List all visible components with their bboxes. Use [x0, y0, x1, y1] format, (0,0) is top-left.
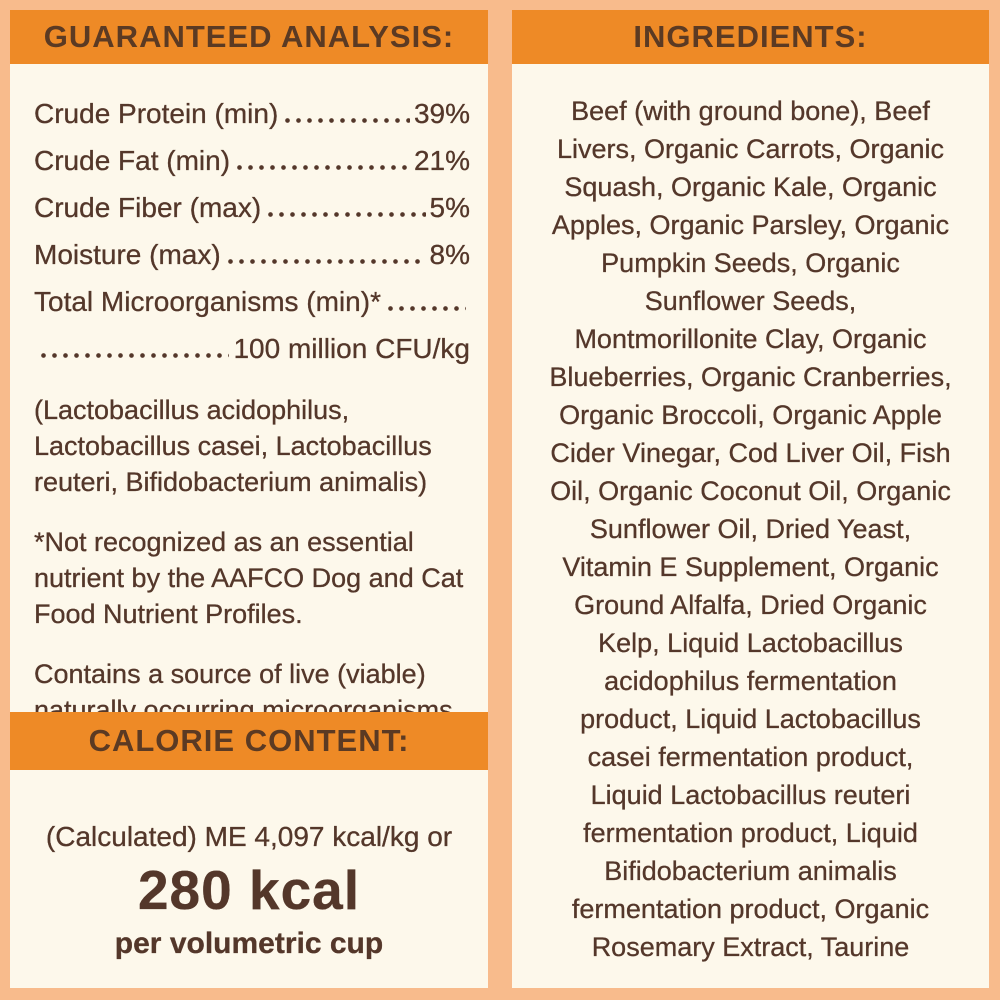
dot-leader: [282, 118, 410, 123]
dot-leader: [224, 259, 426, 264]
analysis-value: 8%: [429, 239, 470, 270]
dot-leader: [384, 306, 466, 311]
analysis-label: Crude Fat (min): [34, 145, 231, 176]
guaranteed-analysis-header: GUARANTEED ANALYSIS:: [10, 10, 488, 64]
calorie-content-header: CALORIE CONTENT:: [10, 712, 488, 770]
analysis-label: Total Microorganisms (min)*: [34, 286, 381, 317]
calorie-calculated-line: (Calculated) ME 4,097 kcal/kg or: [45, 821, 453, 852]
analysis-value: 100 million CFU/kg: [233, 333, 470, 364]
calorie-unit-line: per volumetric cup: [114, 927, 384, 960]
analysis-value: 39%: [413, 98, 470, 129]
analysis-row-moisture: Moisture (max) 8%: [34, 231, 470, 278]
analysis-label: Crude Fiber (max): [34, 192, 262, 223]
analysis-label: Moisture (max): [34, 239, 221, 270]
ingredients-title: INGREDIENTS:: [633, 19, 868, 54]
analysis-row-microorganisms-label: Total Microorganisms (min)*: [34, 278, 470, 325]
analysis-value: 5%: [429, 192, 470, 223]
analysis-row-crude-fat: Crude Fat (min) 21%: [34, 137, 470, 184]
ingredients-header: INGREDIENTS:: [512, 10, 989, 64]
calorie-kcal-value: 280 kcal: [137, 859, 361, 921]
analysis-row-crude-protein: Crude Protein (min) 39%: [34, 90, 470, 137]
probiotic-species-note: (Lactobacillus acidophilus, Lactobacillu…: [34, 395, 432, 497]
calorie-content-body: (Calculated) ME 4,097 kcal/kg or 280 kca…: [10, 816, 488, 966]
guaranteed-analysis-table: Crude Protein (min) 39% Crude Fat (min) …: [10, 64, 488, 728]
calorie-content-title: CALORIE CONTENT:: [88, 723, 410, 758]
guaranteed-analysis-panel: GUARANTEED ANALYSIS: Crude Protein (min)…: [10, 10, 488, 988]
dot-leader: [265, 212, 426, 217]
dot-leader: [234, 165, 410, 170]
analysis-row-microorganisms-value: 100 million CFU/kg: [34, 325, 470, 372]
aafco-disclaimer-note: *Not recognized as an essential nutrient…: [34, 527, 464, 629]
analysis-label: Crude Protein (min): [34, 98, 279, 129]
dot-leader: [38, 353, 230, 358]
analysis-value: 21%: [413, 145, 470, 176]
guaranteed-analysis-title: GUARANTEED ANALYSIS:: [43, 19, 455, 54]
analysis-row-crude-fiber: Crude Fiber (max) 5%: [34, 184, 470, 231]
ingredients-panel: INGREDIENTS: Beef (with ground bone), Be…: [512, 10, 989, 988]
ingredients-list: Beef (with ground bone), Beef Livers, Or…: [549, 96, 952, 962]
